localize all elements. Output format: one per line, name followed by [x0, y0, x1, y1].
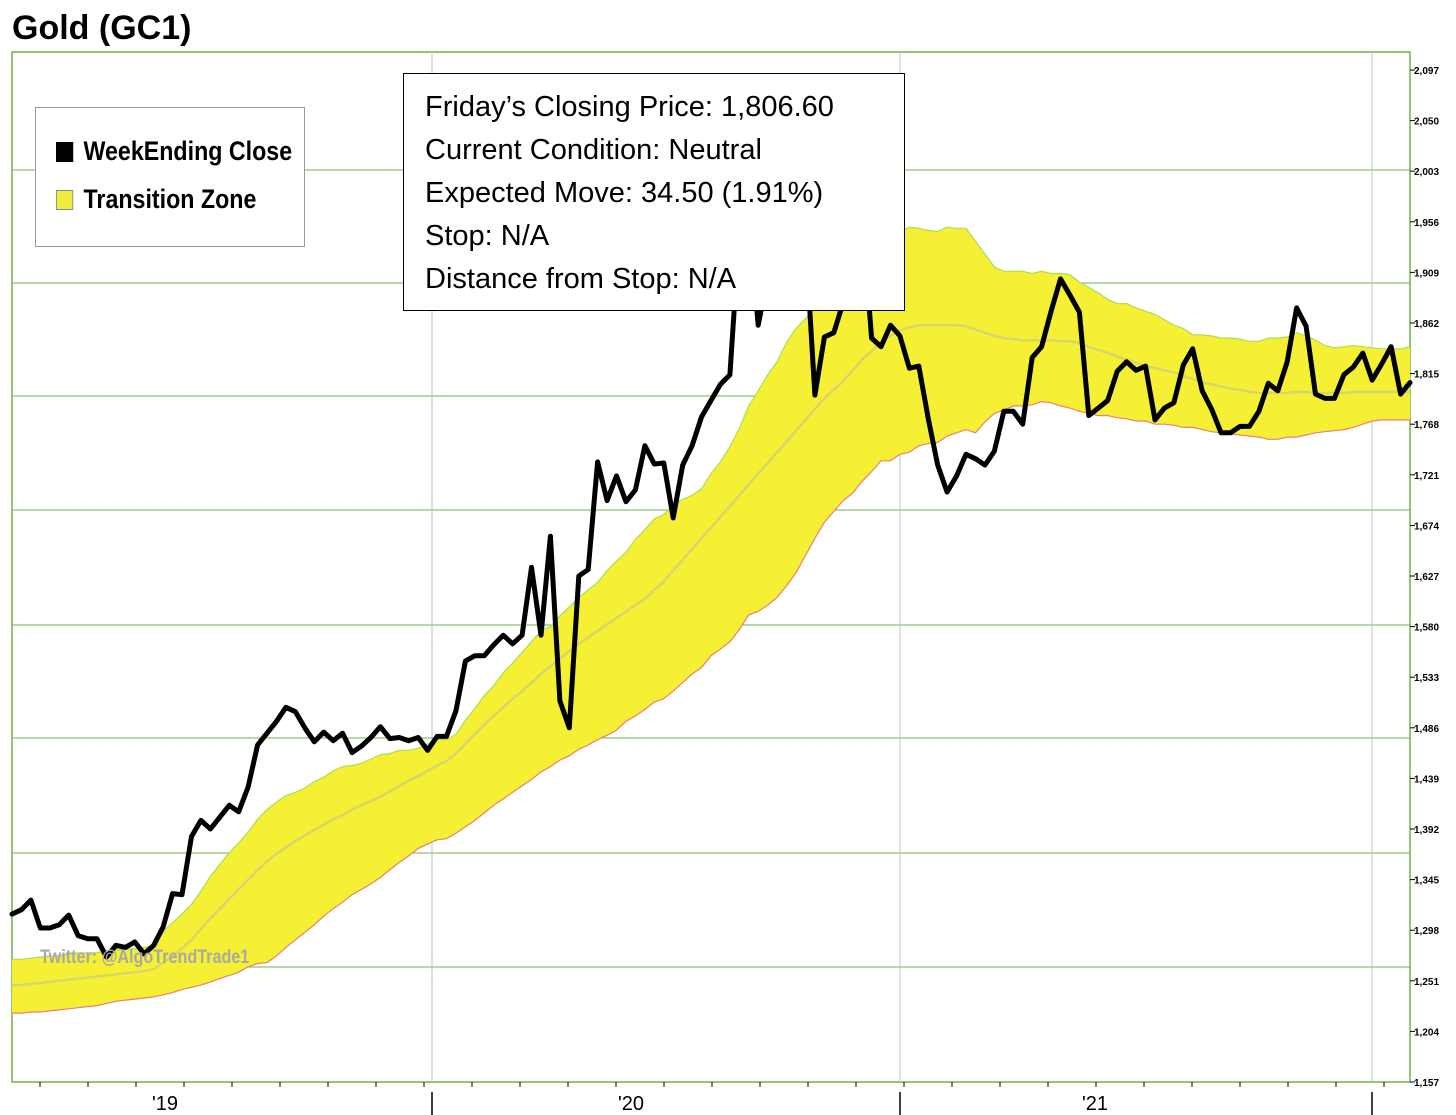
y-tick-label-10: 1,627	[1414, 572, 1439, 583]
info-box: Friday’s Closing Price: 1,806.60 Current…	[403, 73, 905, 311]
y-tick-label-18: 1,251	[1414, 977, 1439, 988]
y-tick-label-8: 1,721	[1414, 471, 1439, 482]
y-tick-label-6: 1,815	[1414, 370, 1439, 381]
transition-zone-lower-edge	[12, 400, 1410, 1014]
info-expected-move: Expected Move: 34.50 (1.91%)	[425, 177, 824, 209]
y-tick-label-0: 2,097	[1414, 66, 1439, 77]
info-current-condition: Current Condition: Neutral	[425, 134, 762, 166]
y-tick-label-17: 1,298	[1414, 926, 1439, 937]
legend-label-close: WeekEnding Close	[83, 136, 293, 166]
info-distance-from-stop: Distance from Stop: N/A	[425, 263, 737, 295]
y-tick-label-20: 1,157	[1414, 1078, 1439, 1089]
y-tick-label-9: 1,674	[1414, 521, 1439, 532]
y-tick-label-14: 1,439	[1414, 774, 1439, 785]
transition-zone-band	[12, 226, 1411, 1014]
watermark: Twitter: @AlgoTrendTrade1	[40, 947, 250, 968]
y-tick-label-16: 1,345	[1414, 876, 1439, 887]
close-line	[9, 193, 1413, 960]
transition-zone-fill	[12, 227, 1410, 1014]
legend-item-zone: Transition Zone	[56, 184, 256, 215]
y-tick-label-1: 2,050	[1414, 117, 1439, 128]
info-closing-price: Friday’s Closing Price: 1,806.60	[425, 91, 834, 123]
transition-zone-mid-line	[12, 323, 1410, 987]
legend-swatch-close	[56, 141, 74, 162]
legend-label-zone: Transition Zone	[83, 184, 257, 214]
y-tick-label-11: 1,580	[1414, 623, 1439, 634]
y-tick-label-4: 1,909	[1414, 268, 1439, 279]
x-tick-label-2: '21	[1082, 1093, 1108, 1115]
y-tick-label-19: 1,204	[1414, 1027, 1439, 1038]
info-stop: Stop: N/A	[425, 220, 550, 252]
x-tick-label-0: '19	[152, 1093, 178, 1115]
y-tick-label-12: 1,533	[1414, 673, 1439, 684]
x-axis-ticks: '19 '20 '21	[39, 1082, 1385, 1115]
legend: WeekEnding Close Transition Zone	[35, 107, 305, 247]
y-tick-label-3: 1,956	[1414, 218, 1439, 229]
y-tick-label-5: 1,862	[1414, 319, 1439, 330]
y-tick-label-13: 1,486	[1414, 724, 1439, 735]
transition-zone-upper-edge	[12, 226, 1411, 960]
legend-item-close: WeekEnding Close	[56, 136, 292, 167]
y-tick-label-7: 1,768	[1414, 420, 1439, 431]
legend-swatch-zone	[56, 189, 74, 210]
x-tick-label-1: '20	[618, 1093, 644, 1115]
y-axis-ticks: 2,097 2,050 2,003 1,956 1,909 1,862 1,815 1,768…	[1410, 66, 1439, 1089]
y-tick-label-2: 2,003	[1414, 167, 1439, 178]
y-tick-label-15: 1,392	[1414, 825, 1439, 836]
weekending-close-series	[9, 193, 1413, 960]
chart-title: Gold (GC1)	[12, 9, 192, 47]
